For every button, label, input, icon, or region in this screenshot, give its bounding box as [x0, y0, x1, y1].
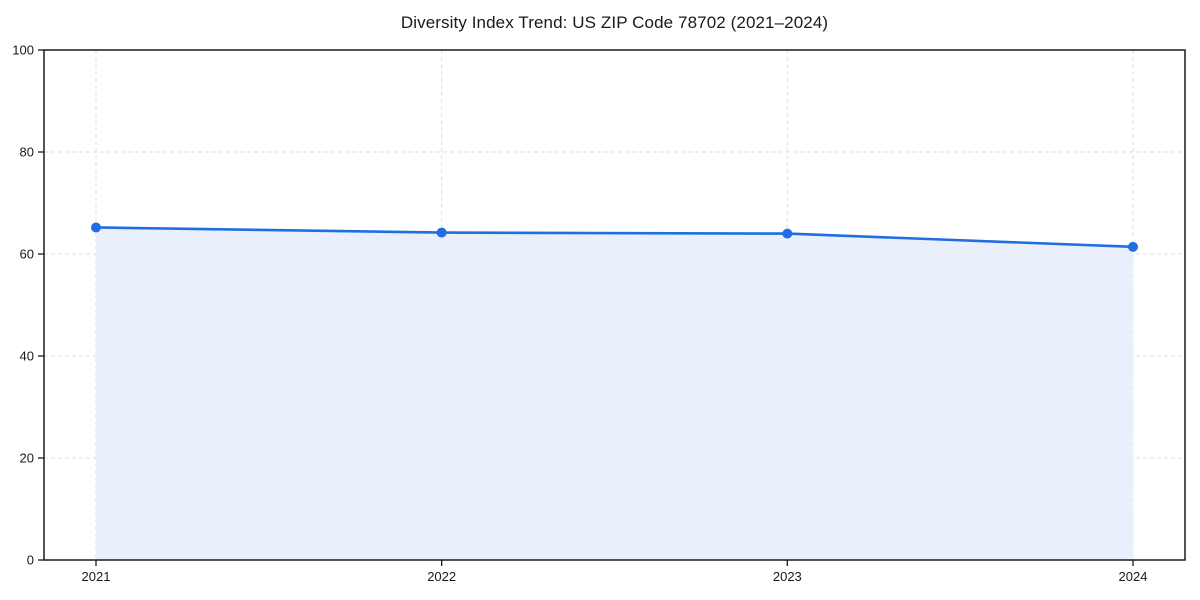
trend-line [94, 226, 1135, 249]
plot-border [43, 49, 1186, 561]
data-point-2022 [436, 227, 447, 238]
data-point-2024 [1128, 241, 1138, 252]
y-tick-label: 40 [20, 349, 34, 364]
y-tick-label: 80 [20, 145, 34, 160]
y-tick-label: 60 [20, 247, 34, 262]
area-fill [96, 227, 1133, 561]
data-point-2021 [91, 222, 101, 233]
x-tick-label: 2021 [82, 569, 111, 584]
x-tick-label: 2024 [1119, 569, 1148, 584]
x-tick-label: 2022 [427, 569, 456, 584]
y-tick-label: 0 [27, 553, 34, 568]
y-tick-label: 20 [20, 451, 34, 466]
data-point-2023 [782, 228, 793, 239]
x-tick-label: 2023 [773, 569, 802, 584]
y-tick-label: 100 [12, 43, 34, 58]
chart-title: Diversity Index Trend: US ZIP Code 78702… [400, 13, 829, 32]
